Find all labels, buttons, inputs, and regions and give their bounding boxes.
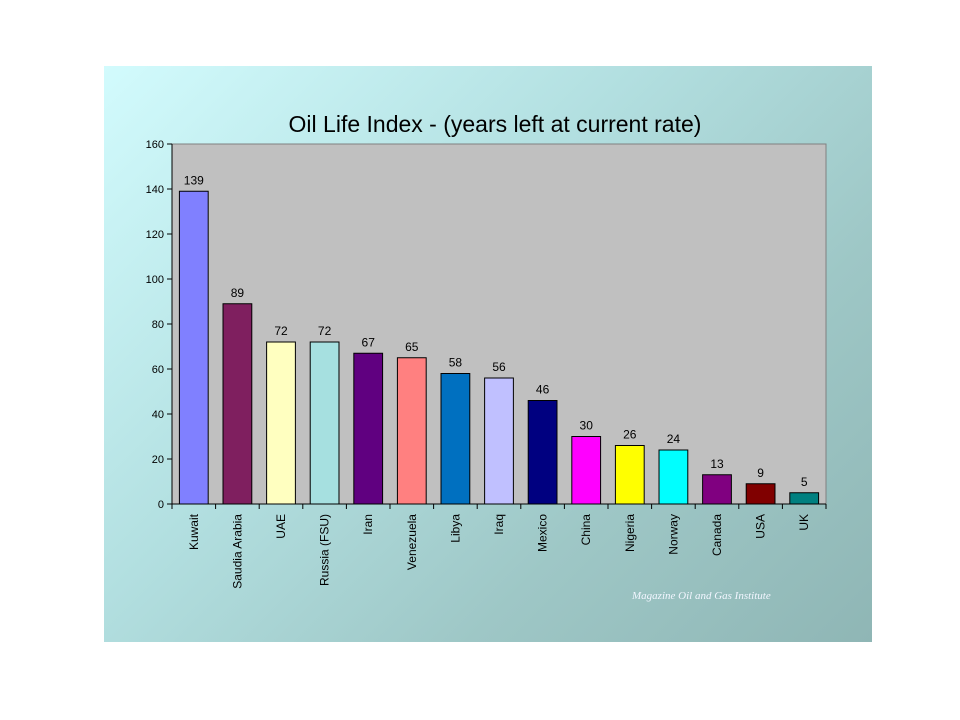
y-tick-label: 120 (146, 229, 164, 241)
x-tick-label: Nigeria (623, 514, 637, 552)
bar-iraq (484, 377, 514, 505)
y-tick-label: 100 (146, 274, 164, 286)
bar-uk (789, 492, 820, 505)
data-label: 5 (801, 475, 808, 489)
bar-libya (440, 373, 471, 505)
x-tick-label: Norway (666, 514, 680, 555)
bar-china (571, 436, 602, 505)
data-label: 9 (757, 466, 764, 480)
x-tick-label: USA (754, 514, 768, 539)
data-label: 67 (362, 335, 376, 349)
bar-russia-fsu (309, 341, 340, 505)
x-tick-label: Russia (FSU) (318, 514, 332, 586)
data-label: 72 (318, 324, 332, 338)
x-tick-label: Kuwait (187, 513, 201, 550)
data-label: 65 (405, 340, 419, 354)
x-tick-label: UAE (274, 514, 288, 539)
y-tick-label: 20 (152, 454, 164, 466)
y-tick-label: 40 (152, 409, 164, 421)
x-tick-label: UK (797, 514, 811, 531)
bar-nigeria (614, 445, 645, 505)
bar-canada (702, 474, 732, 505)
data-label: 13 (710, 457, 724, 471)
data-label: 26 (623, 428, 637, 442)
bar-venezuela (396, 357, 427, 505)
data-label: 30 (580, 419, 594, 433)
y-tick-label: 60 (152, 364, 164, 376)
data-label: 139 (184, 173, 204, 187)
bar-chart: Oil Life Index - (years left at current … (146, 111, 827, 589)
bar-uae (266, 341, 296, 505)
bar-kuwait (178, 190, 209, 505)
bar-usa (745, 483, 776, 505)
y-tick-label: 140 (146, 184, 164, 196)
x-tick-label: Venezuela (405, 514, 419, 570)
x-tick-label: Saudia Arabia (230, 514, 244, 589)
bar-iran (353, 352, 384, 505)
bar-mexico (527, 400, 558, 505)
data-label: 72 (274, 324, 288, 338)
y-tick-label: 80 (152, 319, 164, 331)
chart-title: Oil Life Index - (years left at current … (289, 111, 702, 137)
source-note: Magazine Oil and Gas Institute (632, 590, 771, 602)
bar-norway (658, 449, 689, 505)
slide-background: Oil Life Index - (years left at current … (104, 66, 872, 642)
x-tick-label: China (579, 514, 593, 546)
data-label: 89 (231, 286, 245, 300)
x-tick-label: Iraq (492, 514, 506, 535)
data-label: 46 (536, 383, 550, 397)
x-tick-label: Mexico (536, 514, 550, 552)
data-label: 24 (667, 432, 681, 446)
data-label: 58 (449, 356, 463, 370)
y-tick-label: 160 (146, 139, 164, 151)
x-tick-label: Canada (710, 514, 724, 556)
x-tick-label: Iran (361, 514, 375, 535)
bar-saudia-arabia (222, 303, 253, 505)
y-tick-label: 0 (158, 499, 164, 511)
x-tick-label: Libya (448, 514, 462, 543)
data-label: 56 (492, 360, 506, 374)
